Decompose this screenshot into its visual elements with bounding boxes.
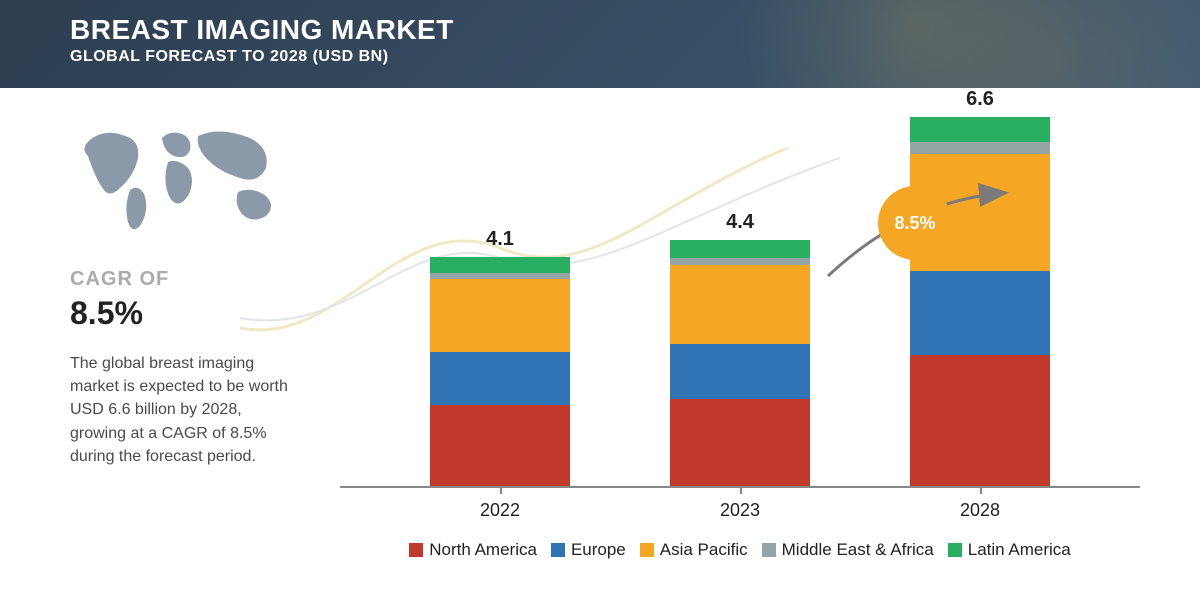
legend-item: Europe xyxy=(551,540,626,560)
bar-segment xyxy=(910,271,1050,355)
bar-total-label: 4.1 xyxy=(486,228,514,251)
bar-total-label: 6.6 xyxy=(966,88,994,111)
legend-label: North America xyxy=(429,540,537,560)
legend-item: North America xyxy=(409,540,537,560)
page-subtitle: GLOBAL FORECAST TO 2028 (USD BN) xyxy=(70,48,1130,66)
chart-panel: 4.120224.420236.62028 8.5% North America… xyxy=(320,88,1200,600)
left-panel: CAGR OF 8.5% The global breast imaging m… xyxy=(0,88,320,600)
bar-segment xyxy=(430,279,570,352)
legend-item: Middle East & Africa xyxy=(762,540,934,560)
cagr-value: 8.5% xyxy=(70,295,290,332)
bar-segment xyxy=(670,399,810,486)
bar-stack xyxy=(670,240,810,486)
legend-label: Middle East & Africa xyxy=(782,540,934,560)
axis-tick xyxy=(740,486,742,494)
bar-group: 6.62028 xyxy=(910,88,1050,486)
cagr-label: CAGR OF xyxy=(70,268,290,291)
bar-segment xyxy=(430,273,570,280)
x-axis-label: 2028 xyxy=(960,500,1000,521)
legend-item: Latin America xyxy=(948,540,1071,560)
x-axis-label: 2022 xyxy=(480,500,520,521)
bar-stack xyxy=(910,117,1050,486)
axis-tick xyxy=(980,486,982,494)
x-axis-label: 2023 xyxy=(720,500,760,521)
legend-label: Asia Pacific xyxy=(660,540,748,560)
bar-total-label: 4.4 xyxy=(726,211,754,234)
bar-segment xyxy=(670,258,810,265)
bar-segment xyxy=(670,265,810,343)
bar-stack xyxy=(430,257,570,486)
cagr-badge: 8.5% xyxy=(878,186,952,260)
bar-segment xyxy=(910,142,1050,153)
market-description: The global breast imaging market is expe… xyxy=(70,352,290,468)
header-banner: BREAST IMAGING MARKET GLOBAL FORECAST TO… xyxy=(0,0,1200,88)
legend-swatch-icon xyxy=(551,543,565,557)
bar-segment xyxy=(430,257,570,273)
bar-segment xyxy=(910,355,1050,486)
legend-swatch-icon xyxy=(640,543,654,557)
legend-swatch-icon xyxy=(948,543,962,557)
bar-segment xyxy=(670,240,810,258)
bar-segment xyxy=(670,344,810,400)
legend-swatch-icon xyxy=(762,543,776,557)
legend-item: Asia Pacific xyxy=(640,540,748,560)
page-title: BREAST IMAGING MARKET xyxy=(70,14,1130,46)
bar-group: 4.42023 xyxy=(670,211,810,486)
bars-container: 4.120224.420236.62028 xyxy=(340,108,1140,486)
legend-label: Latin America xyxy=(968,540,1071,560)
chart-legend: North America Europe Asia Pacific Middle Ea… xyxy=(340,540,1140,560)
cagr-badge-text: 8.5% xyxy=(894,213,935,234)
chart-area: 4.120224.420236.62028 8.5% xyxy=(340,108,1140,488)
bar-segment xyxy=(910,117,1050,142)
bar-segment xyxy=(430,405,570,486)
legend-swatch-icon xyxy=(409,543,423,557)
legend-label: Europe xyxy=(571,540,626,560)
bar-group: 4.12022 xyxy=(430,228,570,486)
axis-tick xyxy=(500,486,502,494)
content-wrap: CAGR OF 8.5% The global breast imaging m… xyxy=(0,88,1200,600)
world-map-icon xyxy=(70,118,290,238)
bar-segment xyxy=(430,352,570,405)
